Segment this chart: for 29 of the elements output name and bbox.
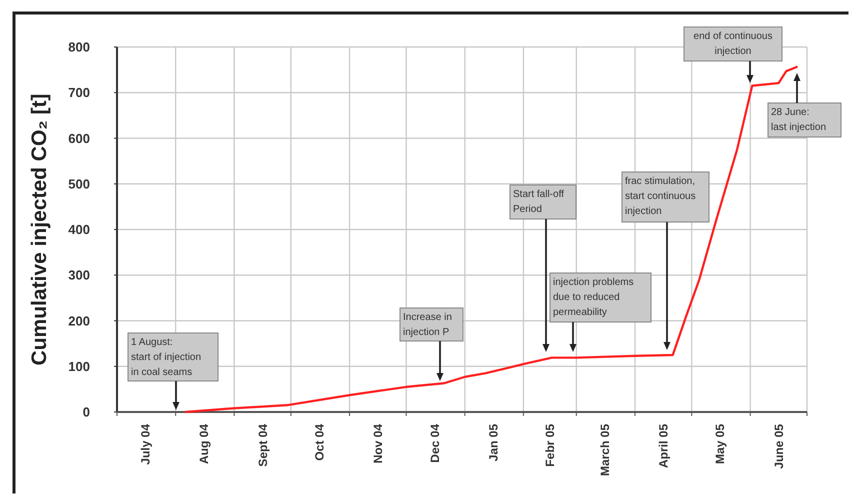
x-tick-label: March 05 xyxy=(598,424,612,476)
annotation: 28 June: last injection xyxy=(771,107,826,133)
x-tick-label: Dec 04 xyxy=(428,424,442,463)
x-tick-label: May 05 xyxy=(713,424,728,464)
annotation: Increase in injection P xyxy=(403,312,452,338)
x-tick-label: Sept 04 xyxy=(256,424,270,467)
y-tick-label: 0 xyxy=(82,404,90,420)
x-tick-label: July 04 xyxy=(138,424,153,465)
y-tick-label: 200 xyxy=(68,313,90,328)
y-tick-label: 700 xyxy=(68,85,90,100)
y-tick-label: 600 xyxy=(68,130,90,146)
y-tick-label: 300 xyxy=(68,268,90,283)
y-axis-title: Cumulative injected CO₂ [t] xyxy=(28,94,51,366)
x-tick-label: Nov 04 xyxy=(371,424,386,464)
annotation: frac stimulation, start continuous injection xyxy=(625,176,696,217)
x-tick-label: Aug 04 xyxy=(197,424,212,464)
y-tick-label: 400 xyxy=(68,222,90,238)
y-tick-label: 500 xyxy=(68,176,90,192)
x-tick-label: Febr 05 xyxy=(543,424,558,467)
annotation: Start fall-off Period xyxy=(513,189,564,215)
annotation: end of continuous injection xyxy=(694,31,772,57)
x-tick-label: April 05 xyxy=(656,424,671,468)
x-tick-label: June 05 xyxy=(772,424,786,469)
y-tick-label: 100 xyxy=(68,358,90,374)
x-tick-label: Jan 05 xyxy=(486,424,500,462)
x-tick-label: Oct 04 xyxy=(312,424,326,461)
annotation: 1 August: start of injection in coal seams xyxy=(131,337,202,378)
annotation: injection problems due to reduced permeability xyxy=(553,277,634,318)
y-tick-label: 800 xyxy=(68,40,90,55)
